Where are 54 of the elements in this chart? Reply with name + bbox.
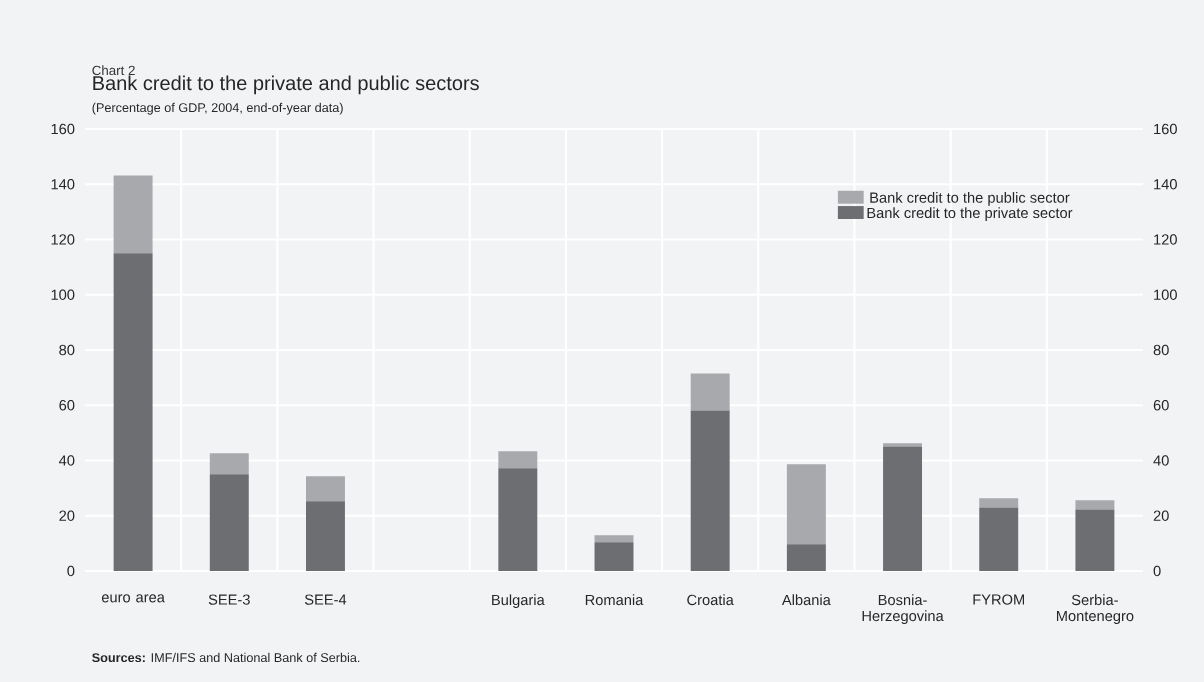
y-tick-label: 100 <box>51 289 75 300</box>
x-tick-label: Bosnia-Herzegovina <box>862 594 944 625</box>
x-tick-label: euro area <box>101 594 165 603</box>
x-tick-label: Albania <box>781 594 831 606</box>
bar <box>786 464 826 545</box>
bar <box>113 175 153 254</box>
x-tick-label: Romania <box>585 594 644 606</box>
y2-tick-label: 140 <box>1154 179 1177 190</box>
caption: Chart 2 <box>92 65 135 76</box>
y-tick-label: 40 <box>58 455 75 466</box>
y2-tick-label: 60 <box>1153 400 1169 411</box>
x-tick-label: Bulgaria <box>492 594 545 609</box>
x-tick-label: FYROM <box>973 594 1024 605</box>
bar <box>883 446 923 571</box>
y2-tick-label: 80 <box>1153 344 1169 356</box>
y2-tick-label: 120 <box>1154 234 1177 245</box>
y-tick-label: 60 <box>59 400 75 411</box>
x-tick-label: Croatia <box>687 594 734 606</box>
chart-title: Bank credit to the private and public sectors <box>93 75 479 95</box>
x-tick-label: SEE-4 <box>304 594 347 605</box>
y2-tick-label: 0 <box>1153 565 1161 577</box>
y-tick-label: 140 <box>51 179 75 190</box>
bar <box>690 373 730 411</box>
y-tick-label: 0 <box>67 565 75 577</box>
bar <box>209 474 249 571</box>
y-tick-label: 120 <box>51 234 75 245</box>
y-tick-label: 160 <box>51 123 75 135</box>
bar <box>594 542 634 571</box>
bar <box>209 453 249 475</box>
chart-subtitle: (Percentage of GDP, 2004, end-of-year data) <box>92 102 343 115</box>
bar <box>979 498 1019 508</box>
y-tick-label: 80 <box>59 344 75 356</box>
y-tick-label: 20 <box>59 510 75 521</box>
x-tick-label: SEE-3 <box>208 594 250 605</box>
bar <box>690 410 730 571</box>
bar <box>498 451 538 469</box>
y2-tick-label: 20 <box>1153 510 1169 521</box>
x-tick-label: Serbia-Montenegro <box>1056 594 1134 625</box>
bar <box>786 544 826 571</box>
y2-tick-label: 100 <box>1154 289 1177 300</box>
bar <box>1075 500 1115 510</box>
bar <box>979 507 1019 571</box>
bar <box>305 476 345 502</box>
y2-tick-label: 40 <box>1153 455 1169 466</box>
bar <box>594 535 634 543</box>
bar <box>498 468 538 571</box>
bar <box>113 253 153 571</box>
y2-tick-label: 160 <box>1154 123 1177 135</box>
bar <box>305 501 345 571</box>
bar <box>883 443 923 447</box>
legend-label: Bank credit to the private sector <box>867 207 1073 222</box>
text: Sources: IMF/IFS and National Bank of Serbia. <box>92 652 360 663</box>
legend-label: Bank credit to the public sector <box>870 192 1070 206</box>
bar <box>1075 509 1115 571</box>
